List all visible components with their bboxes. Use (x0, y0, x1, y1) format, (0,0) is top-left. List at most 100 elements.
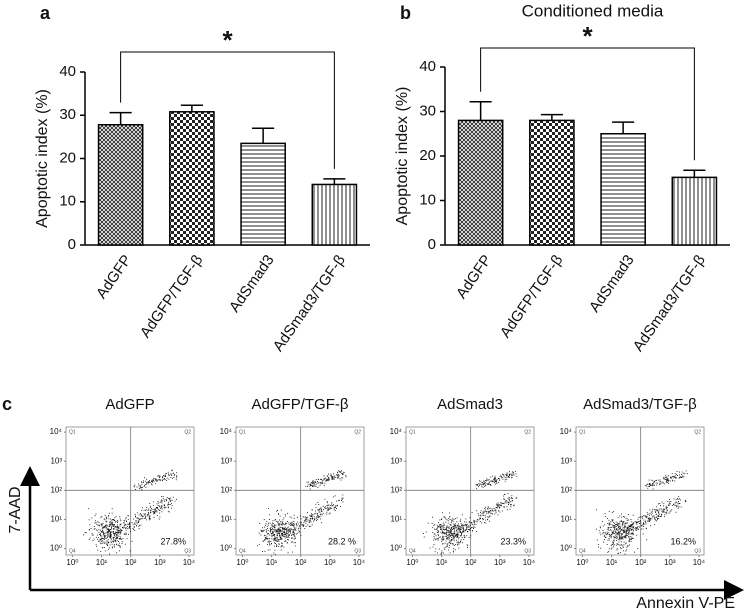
event-dot (465, 521, 467, 523)
event-dot (437, 526, 439, 527)
event-dot (134, 523, 136, 525)
event-dot (171, 477, 173, 479)
event-dot (112, 521, 113, 523)
event-dot (294, 524, 296, 526)
event-dot (511, 495, 513, 497)
event-dot (457, 541, 459, 543)
event-dot (285, 523, 287, 525)
event-dot (654, 517, 656, 518)
event-dot (283, 534, 285, 536)
event-dot (605, 536, 607, 538)
event-dot (321, 514, 323, 516)
event-dot (627, 514, 629, 515)
event-dot (636, 534, 638, 536)
event-dot (617, 525, 618, 526)
event-dot (666, 511, 668, 513)
event-dot (101, 529, 103, 531)
y-tick-label: 10⁰ (560, 544, 572, 553)
event-dot (644, 521, 646, 522)
event-dot (283, 527, 285, 529)
event-dot (97, 549, 99, 551)
quadrant-name: Q2 (524, 429, 531, 435)
event-dot (618, 535, 620, 536)
event-dot (496, 503, 498, 505)
x-tick-label: 10¹ (96, 558, 108, 567)
event-dot (621, 536, 622, 538)
event-dot (104, 527, 106, 529)
event-dot (449, 527, 450, 529)
event-dot (618, 552, 620, 554)
event-dot (111, 508, 113, 510)
event-dot (302, 525, 304, 527)
event-dot (504, 477, 506, 478)
event-dot (101, 540, 103, 542)
event-dot (265, 530, 267, 532)
event-dot (491, 509, 493, 511)
event-dot (113, 544, 115, 545)
event-dot (654, 518, 656, 520)
event-dot (264, 537, 266, 539)
event-dot (167, 507, 169, 509)
event-dot (659, 508, 661, 510)
event-dot (173, 474, 175, 476)
event-dot (647, 487, 649, 489)
event-dot (331, 478, 333, 480)
event-dot (119, 524, 121, 525)
event-dot (111, 543, 113, 545)
event-dot (433, 539, 435, 541)
event-dot (628, 540, 630, 542)
event-dot (450, 530, 452, 532)
event-dot (108, 515, 109, 517)
event-dot (101, 516, 103, 517)
event-dot (632, 529, 634, 531)
event-dot (492, 481, 494, 482)
x-tick-label: AdSmad3 (226, 252, 278, 316)
event-dot (109, 525, 111, 527)
event-dot (658, 503, 659, 505)
event-dot (119, 525, 121, 527)
event-dot (623, 529, 625, 531)
event-dot (435, 528, 437, 530)
event-dot (110, 531, 112, 533)
event-dot (330, 473, 332, 475)
event-dot (144, 514, 145, 516)
event-dot (458, 531, 460, 533)
event-dot (624, 536, 626, 538)
event-dot (459, 520, 461, 522)
event-dot (656, 506, 658, 508)
event-dot (499, 478, 501, 480)
event-dot (489, 515, 491, 517)
event-dot (513, 505, 514, 507)
event-dot (603, 541, 605, 543)
event-dot (635, 527, 637, 528)
event-dot (456, 534, 458, 536)
event-dot (319, 508, 321, 510)
event-dot (299, 527, 301, 529)
event-dot (286, 531, 288, 533)
bar (457, 119, 504, 246)
event-dot (460, 520, 462, 522)
event-dot (117, 537, 118, 538)
event-dot (163, 478, 165, 479)
event-dot (448, 535, 450, 537)
event-dot (630, 525, 632, 527)
event-dot (162, 477, 164, 479)
event-dot (163, 499, 165, 501)
significance-bracket (120, 51, 335, 169)
event-dot (277, 533, 279, 535)
event-dot (337, 477, 339, 479)
event-dot (431, 522, 433, 524)
event-dot (636, 528, 638, 529)
event-dot (436, 532, 438, 533)
event-dot (141, 489, 143, 491)
event-dot (468, 521, 470, 523)
event-dot (321, 508, 322, 510)
event-dot (311, 513, 312, 515)
event-dot (503, 475, 505, 477)
event-dot (468, 536, 470, 538)
event-dot (613, 522, 615, 523)
event-dot (262, 551, 263, 552)
event-dot (443, 529, 445, 531)
event-dot (462, 530, 463, 532)
event-dot (512, 473, 514, 475)
